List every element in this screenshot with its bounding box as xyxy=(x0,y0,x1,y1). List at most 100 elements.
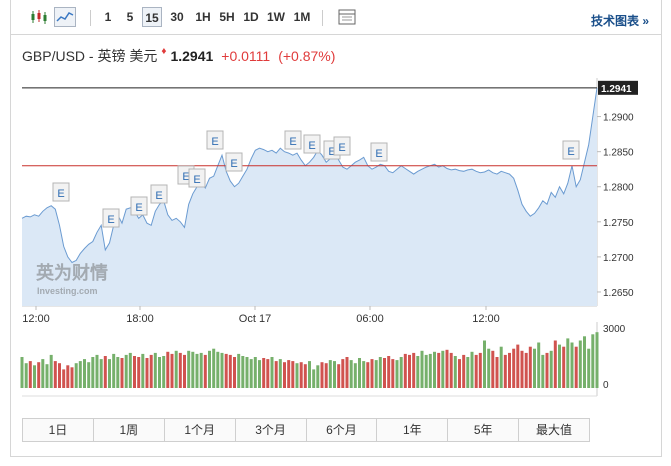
volume-bar xyxy=(512,348,516,388)
event-marker[interactable]: E xyxy=(102,208,120,228)
volume-bar xyxy=(62,369,66,388)
symbol-name: GBP/USD - 英镑 美元 xyxy=(22,48,158,64)
event-marker[interactable]: E xyxy=(225,152,243,172)
volume-bar xyxy=(391,359,395,388)
range-3m[interactable]: 3个月 xyxy=(236,419,307,441)
event-marker-label: E xyxy=(57,188,64,200)
volume-bar xyxy=(203,354,207,388)
series-area xyxy=(22,87,597,306)
volume-bar xyxy=(595,332,599,388)
volume-bar xyxy=(224,353,228,388)
volume-bar xyxy=(383,358,386,388)
y-tick-label: 1.2750 xyxy=(603,218,634,229)
volume-bar xyxy=(153,352,157,388)
volume-bar xyxy=(187,350,191,388)
volume-bar xyxy=(503,354,507,388)
interval-1[interactable]: 1 xyxy=(104,10,112,24)
interval-1m[interactable]: 1M xyxy=(293,10,311,24)
interval-1h[interactable]: 1H xyxy=(195,10,211,24)
volume-bar xyxy=(112,353,116,388)
range-1m[interactable]: 1个月 xyxy=(165,419,236,441)
range-1d[interactable]: 1日 xyxy=(23,419,94,441)
volume-bar xyxy=(195,353,199,388)
candlestick-icon[interactable] xyxy=(28,7,50,27)
volume-bar xyxy=(170,353,174,388)
x-tick-label: 12:00 xyxy=(472,313,500,325)
event-marker[interactable]: E xyxy=(562,140,580,160)
volume-bar xyxy=(124,354,128,388)
event-marker[interactable]: E xyxy=(52,182,70,202)
volume-bar xyxy=(295,363,299,388)
table-icon[interactable] xyxy=(336,7,358,27)
volume-bar xyxy=(553,340,557,388)
event-marker[interactable]: E xyxy=(284,130,302,150)
interval-5[interactable]: 5 xyxy=(126,10,134,24)
volume-bar xyxy=(237,353,241,388)
volume-bar xyxy=(445,349,449,388)
x-tick-label: 18:00 xyxy=(126,313,154,325)
event-marker-label: E xyxy=(308,140,315,152)
volume-bar xyxy=(491,350,495,388)
volume-bar xyxy=(258,360,261,388)
event-marker-label: E xyxy=(338,142,345,154)
event-marker[interactable]: E xyxy=(188,168,206,188)
price-change: +0.0111 xyxy=(221,48,271,64)
y-tick-label: 1.2800 xyxy=(603,183,634,194)
range-6m[interactable]: 6个月 xyxy=(307,419,378,441)
volume-bar xyxy=(353,363,357,388)
chart-frame xyxy=(10,0,662,457)
x-tick-label: 06:00 xyxy=(356,313,384,325)
volume-bar xyxy=(349,360,353,388)
event-marker[interactable]: E xyxy=(130,196,148,216)
event-marker[interactable]: E xyxy=(333,136,351,156)
event-marker[interactable]: E xyxy=(206,130,224,150)
volume-bar xyxy=(158,357,161,388)
volume-bar xyxy=(387,356,391,388)
event-marker[interactable]: E xyxy=(370,142,388,162)
interval-15[interactable]: 15 xyxy=(142,7,162,27)
range-1y[interactable]: 1年 xyxy=(377,419,449,441)
volume-bar xyxy=(216,351,220,388)
interval-1w[interactable]: 1W xyxy=(267,10,285,24)
volume-bar xyxy=(458,359,461,388)
volume-bar xyxy=(133,356,136,388)
event-marker-label: E xyxy=(375,148,382,160)
range-max[interactable]: 最大值 xyxy=(536,423,573,437)
range-5y[interactable]: 5年 xyxy=(448,419,520,441)
volume-bar xyxy=(58,363,61,388)
interval-1d[interactable]: 1D xyxy=(243,10,259,24)
watermark-en: Investing.com xyxy=(37,286,98,296)
volume-bar xyxy=(66,365,70,388)
volume-bar xyxy=(537,342,541,388)
volume-bar xyxy=(545,352,549,388)
volume-bar xyxy=(320,362,324,388)
event-marker-label: E xyxy=(230,158,237,170)
volume-bar xyxy=(370,359,374,388)
volume-bar xyxy=(374,360,378,388)
volume-bar xyxy=(362,361,366,388)
range-1w[interactable]: 1周 xyxy=(94,419,165,441)
tech-chart-link[interactable]: 技术图表 » xyxy=(591,12,649,29)
event-marker[interactable]: E xyxy=(150,184,168,204)
volume-bar xyxy=(412,352,416,388)
tech-chart-label: 技术图表 xyxy=(590,14,639,28)
area-chart-icon[interactable] xyxy=(54,7,76,27)
event-marker[interactable]: E xyxy=(303,134,321,154)
interval-30[interactable]: 30 xyxy=(170,10,184,24)
volume-bar xyxy=(358,358,361,388)
volume-bar xyxy=(487,348,491,388)
volume-bar xyxy=(241,356,245,388)
volume-bar xyxy=(528,346,532,388)
volume-bar xyxy=(549,350,553,388)
volume-bar xyxy=(87,362,91,388)
volume-bar xyxy=(70,367,74,388)
volume-bar xyxy=(28,361,32,388)
volume-bar xyxy=(208,350,211,388)
volume-bar xyxy=(395,360,399,388)
volume-bar xyxy=(583,336,586,388)
volume-bar xyxy=(341,359,345,388)
volume-bar xyxy=(466,357,470,388)
interval-5h[interactable]: 5H xyxy=(219,10,235,24)
last-price: 1.2941 xyxy=(170,48,214,64)
